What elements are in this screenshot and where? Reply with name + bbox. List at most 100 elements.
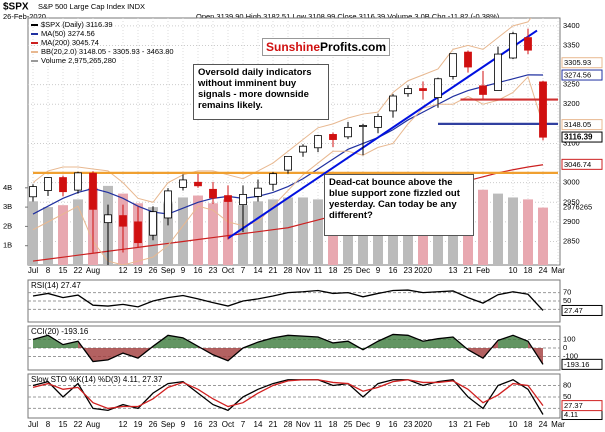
indicator-line bbox=[32, 289, 544, 311]
x-tick-label: 18 bbox=[524, 420, 533, 429]
x-tick-label: 21 bbox=[269, 420, 278, 429]
x-tick-label: 9 bbox=[376, 420, 381, 429]
legend-label: $SPX (Daily) 3116.39 bbox=[41, 20, 113, 29]
quote: Open 3139.90 High 3182.51 Low 3108.99 Cl… bbox=[196, 12, 500, 21]
area-fill bbox=[393, 334, 408, 348]
x-tick-label: 23 bbox=[404, 420, 413, 429]
value-box-label: 3046.74 bbox=[564, 160, 591, 169]
legend-label: MA(50) 3274.56 bbox=[41, 29, 95, 38]
y-tick-label: 3200 bbox=[563, 99, 580, 108]
x-tick-label: 7 bbox=[241, 420, 246, 429]
volume-bar bbox=[523, 199, 533, 265]
volume-bar bbox=[298, 197, 308, 265]
pane bbox=[27, 373, 561, 419]
candle-body bbox=[539, 81, 547, 138]
candle-body bbox=[284, 155, 292, 171]
value-box-label: 3274.56 bbox=[564, 71, 591, 80]
y-tick-label: 3100 bbox=[563, 138, 580, 147]
value-box-label: 27.47 bbox=[564, 306, 583, 315]
value-box bbox=[561, 119, 603, 131]
candle-body bbox=[344, 126, 352, 138]
volume-bar bbox=[163, 203, 173, 265]
x-tick-label: Dec bbox=[356, 266, 370, 275]
indicator-line bbox=[32, 379, 544, 410]
volume-bar bbox=[193, 195, 203, 265]
x-tick-label: 16 bbox=[194, 420, 203, 429]
value-box bbox=[561, 69, 603, 81]
area-fill bbox=[273, 335, 288, 348]
x-tick-label: 18 bbox=[524, 266, 533, 275]
x-tick-label: Mar bbox=[551, 266, 565, 275]
x-tick-label: Aug bbox=[86, 420, 100, 429]
y-tick-label: -100 bbox=[563, 351, 578, 360]
area-fill bbox=[438, 337, 453, 348]
watermark-part: Sunshine bbox=[266, 40, 321, 54]
value-box-label: -193.16 bbox=[564, 360, 589, 369]
candle-body bbox=[509, 33, 517, 59]
volume-bar bbox=[58, 205, 68, 265]
x-tick-label: 13 bbox=[449, 266, 458, 275]
volume-bar bbox=[268, 199, 278, 265]
pane-title: RSI(14) 27.47 bbox=[31, 281, 81, 290]
y-tick-label: 50 bbox=[563, 392, 571, 401]
value-box-label: 27.37 bbox=[564, 401, 583, 410]
x-tick-label: Jul bbox=[28, 420, 38, 429]
candle-body bbox=[434, 78, 442, 98]
x-tick-label: Dec bbox=[356, 420, 370, 429]
volume-bar bbox=[343, 209, 353, 265]
x-tick-label: 21 bbox=[464, 420, 473, 429]
x-tick-label: 26 bbox=[149, 266, 158, 275]
area-fill bbox=[288, 335, 303, 348]
x-tick-label: 28 bbox=[284, 420, 293, 429]
area-fill bbox=[498, 335, 513, 348]
candle-body bbox=[269, 173, 277, 185]
candle-body bbox=[74, 172, 82, 191]
volume-tick-label: 3B bbox=[3, 202, 12, 211]
candle-body bbox=[119, 215, 127, 227]
x-tick-label: 23 bbox=[404, 266, 413, 275]
watermark-part: Profits.com bbox=[320, 40, 387, 54]
x-tick-label: 22 bbox=[74, 266, 83, 275]
area-fill bbox=[213, 348, 228, 361]
y-tick-label: 100 bbox=[563, 335, 576, 344]
watermark: SunshineProfits.com bbox=[262, 38, 391, 56]
x-tick-label: 26 bbox=[149, 420, 158, 429]
x-tick-label: 28 bbox=[284, 266, 293, 275]
area-fill bbox=[108, 348, 123, 360]
area-fill bbox=[378, 334, 393, 348]
volume-bar bbox=[253, 201, 263, 265]
volume-bar bbox=[313, 199, 323, 265]
indicator-line bbox=[32, 74, 544, 215]
pane-title: CCI(20) -193.16 bbox=[31, 327, 89, 336]
volume-bar bbox=[478, 189, 488, 265]
y-tick-label: 0 bbox=[563, 343, 567, 352]
x-tick-label: Nov bbox=[296, 420, 310, 429]
area-fill bbox=[513, 335, 528, 348]
x-tick-label: 9 bbox=[181, 266, 186, 275]
x-tick-label: 24 bbox=[539, 420, 548, 429]
legend-label: Volume 2,975,265,280 bbox=[41, 56, 116, 65]
volume-bar bbox=[208, 203, 218, 265]
x-tick-label: 14 bbox=[254, 266, 263, 275]
y-tick-label: 80 bbox=[563, 380, 571, 389]
x-tick-label: Mar bbox=[551, 420, 565, 429]
candle-body bbox=[449, 53, 457, 77]
x-tick-label: 11 bbox=[314, 420, 323, 429]
x-tick-label: 11 bbox=[314, 266, 323, 275]
x-tick-label: 21 bbox=[464, 266, 473, 275]
volume-bar bbox=[43, 207, 53, 265]
x-tick-label: 9 bbox=[181, 420, 186, 429]
candle-body bbox=[254, 187, 262, 197]
volume-tick-label: 2B bbox=[3, 221, 12, 230]
value-box bbox=[561, 358, 603, 370]
volume-bar bbox=[403, 220, 413, 265]
area-fill bbox=[318, 337, 333, 348]
x-tick-label: 22 bbox=[74, 420, 83, 429]
volume-bar bbox=[28, 201, 38, 265]
value-box bbox=[561, 158, 603, 170]
candle-body bbox=[224, 195, 232, 202]
area-fill bbox=[93, 348, 108, 362]
candle-body bbox=[89, 172, 97, 210]
